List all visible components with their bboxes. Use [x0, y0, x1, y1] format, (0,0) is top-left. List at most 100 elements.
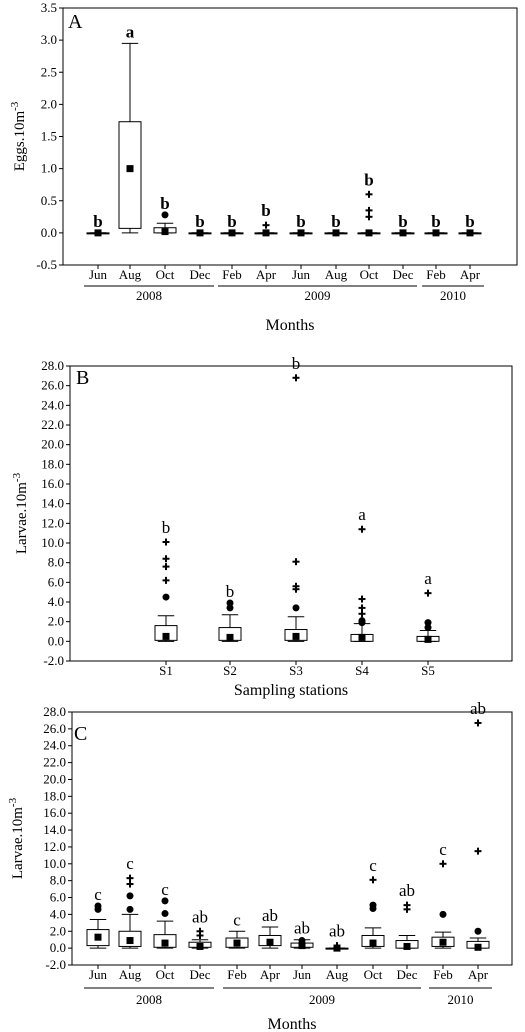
panel-a-y-tick-label: 2.5	[41, 64, 57, 79]
panel-c-y-tick-label: 4.0	[50, 906, 66, 921]
panel-c-significance-letter: ab	[399, 881, 415, 900]
panel-b-outlier-point	[358, 617, 366, 625]
panel-b-outlier-point	[226, 599, 234, 607]
panel-c-outlier-point	[161, 897, 169, 905]
panel-c-mean-marker	[266, 938, 274, 946]
panel-a-y-axis-title: Eggs.10m-3	[9, 101, 28, 171]
panel-c-year-label: 2008	[136, 992, 162, 1007]
panel-a-year-label: 2009	[305, 288, 331, 303]
panel-b-significance-letter: a	[358, 505, 366, 524]
panel-a-x-tick-label: Feb	[426, 267, 446, 282]
panel-a-mean-marker	[365, 229, 373, 237]
panel-c-x-tick-label: Oct	[364, 967, 383, 982]
panel-c-y-tick-label: 8.0	[50, 873, 66, 888]
panel-a-significance-letter: b	[227, 212, 236, 231]
panel-c-mean-marker	[298, 942, 306, 950]
panel-a-x-tick-label: Apr	[460, 267, 481, 282]
panel-c-mean-marker	[94, 933, 102, 941]
panel-a-significance-letter: b	[261, 201, 270, 220]
panel-c-y-axis-title: Larvae.10m-3	[7, 797, 26, 879]
panel-c-significance-letter: ab	[470, 699, 486, 718]
panel-b-x-tick-label: S5	[421, 663, 435, 678]
panel-c-panel-letter: C	[74, 723, 87, 745]
panel-b-y-tick-label: 22.0	[41, 417, 64, 432]
panel-a-mean-marker	[196, 229, 204, 237]
panel-a-y-axis-title-exponent: -3	[9, 101, 21, 111]
panel-a-x-tick-label: Oct	[156, 267, 175, 282]
panel-b-mean-marker	[226, 633, 234, 641]
panel-c-x-tick-label: Apr	[260, 967, 281, 982]
panel-b-outlier-point	[226, 604, 234, 612]
panel-a-year-label: 2010	[440, 288, 466, 303]
panel-c-y-tick-label: 2.0	[50, 923, 66, 938]
panel-a-x-tick-label: Dec	[393, 267, 414, 282]
panel-a-mean-marker	[432, 229, 440, 237]
panel-c-x-tick-label: Oct	[156, 967, 175, 982]
panel-a-y-tick-label: 3.0	[41, 32, 57, 47]
panel-a-outlier-point	[161, 211, 169, 219]
panel-b-y-tick-label: -2.0	[43, 653, 64, 668]
panel-c-y-axis-title-exponent: -3	[7, 797, 19, 807]
panel-b-y-tick-label: 6.0	[48, 574, 64, 589]
panel-c-significance-letter: c	[233, 910, 241, 929]
panel-b-y-tick-label: 4.0	[48, 594, 64, 609]
panel-c-outlier-point	[439, 910, 447, 918]
panel-b-outlier-point	[424, 619, 432, 627]
panel-c-y-tick-label: 24.0	[43, 738, 66, 753]
panel-c-y-tick-label: 0.0	[50, 940, 66, 955]
panel-b-mean-marker	[162, 632, 170, 640]
panel-b-mean-marker	[358, 633, 366, 641]
panel-b-y-tick-label: 26.0	[41, 378, 64, 393]
panel-b-y-axis-title-exponent: -3	[11, 472, 23, 482]
panel-a-x-tick-label: Apr	[256, 267, 277, 282]
panel-b-plot-frame	[69, 365, 513, 662]
panel-c-plot-frame	[71, 711, 513, 966]
panel-a-mean-marker	[399, 229, 407, 237]
panel-c-mean-marker	[403, 942, 411, 950]
panel-a-significance-letter: b	[195, 212, 204, 231]
panel-a-significance-letter: b	[331, 212, 340, 231]
panel-a-significance-letter: b	[398, 212, 407, 231]
panel-a-significance-letter: a	[126, 22, 135, 41]
panel-c-x-tick-label: Dec	[397, 967, 418, 982]
panel-b-mean-marker	[424, 635, 432, 643]
panel-a-y-tick-label: -0.5	[36, 257, 57, 272]
panel-a-x-tick-label: Dec	[190, 267, 211, 282]
panel-a-mean-marker	[161, 228, 169, 236]
panel-a-y-tick-label: 0.0	[41, 225, 57, 240]
panel-c-mean-marker	[126, 937, 134, 945]
panel-a-y-tick-label: 1.0	[41, 161, 57, 176]
panel-c-year-label: 2010	[448, 992, 474, 1007]
panel-b-x-tick-label: S4	[355, 663, 369, 678]
panel-c-y-tick-label: 6.0	[50, 890, 66, 905]
panel-b-significance-letter: b	[226, 582, 235, 601]
panel-b-y-tick-label: 8.0	[48, 555, 64, 570]
panel-c-x-tick-label: Apr	[468, 967, 489, 982]
panel-b-significance-letter: b	[162, 518, 171, 537]
panel-b-y-tick-label: 28.0	[41, 358, 64, 373]
panel-a-x-tick-label: Jun	[292, 267, 311, 282]
panel-c-mean-marker	[161, 939, 169, 947]
panel-c-mean-marker	[369, 939, 377, 947]
panel-a-y-tick-label: 3.5	[41, 0, 57, 15]
panel-c-x-tick-label: Dec	[190, 967, 211, 982]
panel-a-mean-marker	[262, 229, 270, 237]
panel-a-significance-letter: b	[93, 212, 102, 231]
panel-b-y-axis-title: Larvae.10m-3	[11, 472, 30, 554]
panel-a-x-tick-label: Aug	[119, 267, 142, 282]
panel-b-significance-letter: a	[424, 569, 432, 588]
panel-c-mean-marker	[474, 943, 482, 951]
panel-c-x-tick-label: Aug	[326, 967, 349, 982]
panel-c-significance-letter: c	[161, 880, 169, 899]
panel-a-year-label: 2008	[136, 288, 162, 303]
panel-c-y-tick-label: 14.0	[43, 822, 66, 837]
panel-a-significance-letter: b	[465, 212, 474, 231]
panel-c-significance-letter: c	[369, 856, 377, 875]
panel-a-x-tick-label: Aug	[325, 267, 348, 282]
panel-c-y-tick-label: 26.0	[43, 721, 66, 736]
panel-a-box	[118, 121, 142, 229]
panel-a-mean-marker	[466, 229, 474, 237]
panel-b-mean-marker	[292, 632, 300, 640]
panel-a-y-tick-label: 2.0	[41, 96, 57, 111]
